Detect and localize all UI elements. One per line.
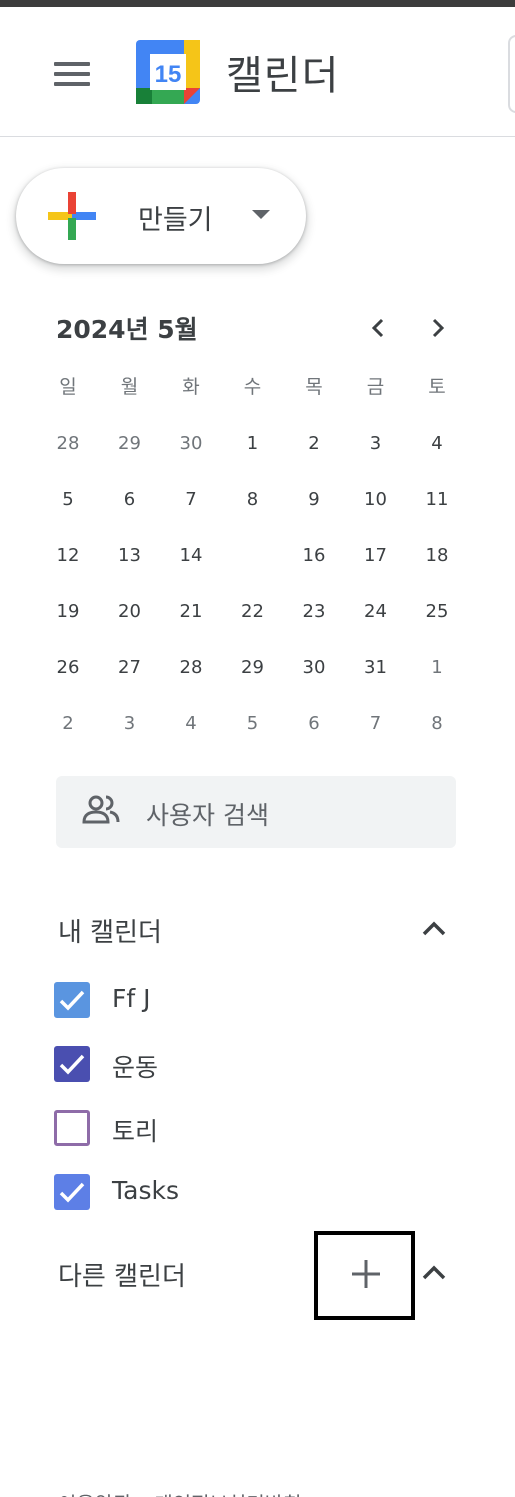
- logo-day: 15: [155, 61, 182, 88]
- day-cell[interactable]: 2: [62, 713, 74, 734]
- add-other-calendar-button[interactable]: [314, 1231, 415, 1320]
- search-people-field[interactable]: 사용자 검색: [56, 776, 456, 848]
- weekday-label: 수: [243, 376, 262, 398]
- chevron-up-icon: [422, 921, 446, 936]
- day-cell[interactable]: 6: [123, 489, 136, 510]
- app-header: 15 캘린더: [0, 7, 515, 137]
- checkmark-icon: [59, 990, 85, 1011]
- calendar-item-label: 운동: [112, 1053, 159, 1082]
- day-cell[interactable]: 6: [308, 713, 320, 734]
- day-cell[interactable]: 5: [246, 713, 259, 734]
- chevron-up-icon: [422, 1265, 446, 1280]
- checkbox-checked[interactable]: [54, 1046, 90, 1082]
- main-menu-button[interactable]: [52, 59, 92, 89]
- create-label: 만들기: [138, 205, 213, 236]
- day-cell[interactable]: 3: [123, 713, 136, 734]
- day-cell[interactable]: 8: [246, 489, 259, 510]
- day-cell[interactable]: 8: [431, 713, 443, 734]
- weekday-label: 토: [428, 376, 446, 398]
- checkbox-checked[interactable]: [54, 982, 90, 1018]
- day-cell[interactable]: 23: [302, 601, 326, 622]
- create-button[interactable]: 만들기: [16, 168, 306, 264]
- browser-top-edge: [0, 0, 515, 7]
- calendar-logo-icon[interactable]: 15: [136, 40, 200, 104]
- day-cell[interactable]: 31: [364, 657, 387, 678]
- mini-calendar-month: 2024년 5월: [56, 315, 198, 344]
- day-cell[interactable]: 25: [425, 601, 449, 622]
- day-cell[interactable]: 14: [179, 545, 203, 566]
- weekday-label: 금: [366, 376, 385, 398]
- checkmark-icon: [59, 1054, 85, 1075]
- day-cell[interactable]: 21: [179, 601, 203, 622]
- weekday-label: 목: [305, 376, 323, 398]
- day-cell-today[interactable]: 15: [223, 532, 283, 580]
- day-cell[interactable]: 18: [425, 545, 449, 566]
- plus-icon: [352, 1260, 380, 1288]
- menu-bar-icon: [54, 82, 90, 86]
- day-cell[interactable]: 2: [308, 433, 320, 454]
- day-cell[interactable]: 7: [185, 489, 197, 510]
- day-cell[interactable]: 1: [246, 433, 259, 454]
- footer-links[interactable]: 이용약관 – 개인정보처리방침: [58, 1488, 302, 1497]
- day-cell[interactable]: 10: [364, 489, 387, 510]
- collapse-my-calendars-button[interactable]: [416, 914, 452, 942]
- day-cell[interactable]: 16: [302, 545, 326, 566]
- day-cell[interactable]: 7: [369, 713, 382, 734]
- day-cell[interactable]: 5: [62, 489, 74, 510]
- day-cell[interactable]: 28: [56, 433, 80, 454]
- calendar-item[interactable]: 운동: [54, 1042, 474, 1086]
- people-icon: [82, 795, 120, 824]
- day-cell[interactable]: 13: [118, 545, 141, 566]
- day-cell[interactable]: 12: [56, 545, 80, 566]
- menu-bar-icon: [54, 62, 90, 66]
- next-month-button[interactable]: [418, 310, 458, 346]
- app-title: 캘린더: [226, 53, 340, 99]
- day-cell[interactable]: 28: [179, 657, 203, 678]
- day-cell[interactable]: 9: [308, 489, 320, 510]
- day-cell[interactable]: 29: [118, 433, 141, 454]
- day-cell[interactable]: 26: [56, 657, 80, 678]
- weekday-label: 화: [182, 376, 200, 398]
- day-cell[interactable]: 11: [425, 489, 449, 510]
- calendar-item[interactable]: Tasks: [54, 1170, 474, 1214]
- weekday-label: 월: [120, 376, 139, 398]
- calendar-item-label: Tasks: [112, 1176, 179, 1205]
- menu-bar-icon: [54, 72, 90, 76]
- weekday-label: 일: [59, 376, 77, 398]
- checkbox-unchecked[interactable]: [54, 1110, 90, 1146]
- day-cell[interactable]: 19: [56, 601, 80, 622]
- other-calendars-title: 다른 캘린더: [58, 1262, 186, 1292]
- checkbox-checked[interactable]: [54, 1174, 90, 1210]
- calendar-item[interactable]: 토리: [54, 1106, 474, 1150]
- day-cell[interactable]: 4: [431, 433, 443, 454]
- my-calendars-title: 내 캘린더: [58, 918, 162, 948]
- day-cell[interactable]: 30: [302, 657, 326, 678]
- chevron-left-icon: [371, 318, 384, 338]
- day-cell[interactable]: 22: [241, 601, 264, 622]
- day-cell[interactable]: 17: [364, 545, 387, 566]
- checkmark-icon: [59, 1182, 85, 1203]
- day-cell[interactable]: 30: [179, 433, 203, 454]
- collapse-other-calendars-button[interactable]: [416, 1258, 452, 1286]
- search-people-placeholder: 사용자 검색: [146, 801, 269, 830]
- calendar-item-label: 토리: [112, 1117, 159, 1146]
- day-cell[interactable]: 29: [241, 657, 264, 678]
- chevron-right-icon: [432, 318, 445, 338]
- search-box-edge[interactable]: [508, 35, 515, 113]
- colorful-plus-icon: [48, 192, 96, 240]
- day-cell[interactable]: 4: [185, 713, 197, 734]
- caret-down-icon: [252, 210, 270, 219]
- day-cell[interactable]: 1: [431, 657, 443, 678]
- mini-calendar-grid: 28 29 30 1 2 3 4 5 6 7 8 9 10 11 12 13 14 15 16 17 18 19 20 21 2…: [38, 420, 468, 756]
- day-cell[interactable]: 3: [369, 433, 382, 454]
- day-cell[interactable]: 24: [364, 601, 387, 622]
- calendar-item-label: Ff J: [112, 984, 151, 1013]
- day-cell[interactable]: 20: [118, 601, 141, 622]
- previous-month-button[interactable]: [358, 310, 398, 346]
- calendar-item[interactable]: Ff J: [54, 978, 474, 1022]
- day-cell[interactable]: 27: [118, 657, 141, 678]
